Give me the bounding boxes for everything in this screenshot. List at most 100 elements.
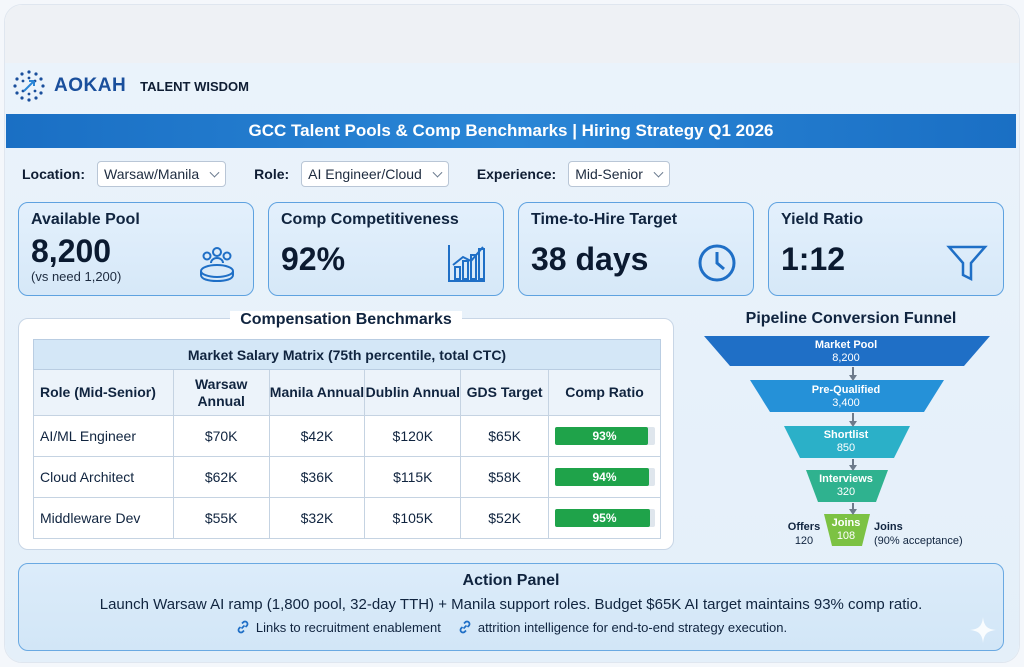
stage-value: 3,400 <box>832 397 860 409</box>
kpi-value: 1:12 <box>781 241 846 277</box>
funnel-arrow-stem <box>852 367 854 376</box>
funnel-shapes <box>704 336 990 546</box>
kpi-available-pool[interactable]: Available Pool 8,200 (vs need 1,200) <box>18 202 254 296</box>
comp-ratio-fill <box>554 427 648 445</box>
comp-ratio-fill <box>554 509 650 527</box>
comp-ratio-label: 95% <box>592 511 617 525</box>
kpi-value: 38 days <box>531 241 649 277</box>
dublin-cell: $105K <box>364 497 462 539</box>
table-row[interactable]: Cloud Architect $62K $36K $115K $58K 94% <box>33 456 661 498</box>
comp-ratio-cell: 95% <box>548 497 661 539</box>
action-panel: Action Panel Launch Warsaw AI ramp (1,80… <box>18 563 1004 651</box>
joins-annotation: Joins (90% acceptance) <box>874 520 963 548</box>
funnel-stage-joins-shape[interactable] <box>824 514 870 546</box>
funnel-arrow-stem <box>852 459 854 466</box>
table-row[interactable]: AI/ML Engineer $70K $42K $120K $65K 93% <box>33 415 661 457</box>
stage-name: Pre-Qualified <box>811 384 881 396</box>
chevron-down-icon <box>432 167 443 178</box>
chevron-down-icon <box>209 167 220 178</box>
stage-name: Interviews <box>819 473 873 485</box>
role-select[interactable]: AI Engineer/Cloud <box>301 161 449 187</box>
funnel-stage-pre-qualified-shape[interactable] <box>750 380 944 412</box>
attrition-intelligence-link[interactable]: attrition intelligence for end-to-end st… <box>457 619 787 635</box>
column-header: Warsaw Annual <box>172 369 270 416</box>
column-header: GDS Target <box>460 369 550 416</box>
arrow-down-icon <box>849 421 857 427</box>
kpi-comp-competitiveness[interactable]: Comp Competitiveness 92% <box>268 202 504 296</box>
warsaw-cell: $70K <box>172 415 270 457</box>
funnel-stage-market-pool-shape[interactable] <box>704 336 990 366</box>
comp-ratio-cell: 93% <box>548 415 661 457</box>
arrow-down-icon <box>849 509 857 515</box>
column-header: Manila Annual <box>268 369 366 416</box>
sparkle-icon <box>970 617 996 643</box>
action-panel-text: Launch Warsaw AI ramp (1,800 pool, 32-da… <box>99 596 923 613</box>
comp-ratio-fill <box>554 468 649 486</box>
comp-ratio-label: 93% <box>592 429 617 443</box>
brand-subtitle: TALENT WISDOM <box>140 78 249 94</box>
action-panel-title: Action Panel <box>462 572 560 589</box>
action-links: Links to recruitment enablement attritio… <box>19 619 1003 635</box>
stage-name: Shortlist <box>823 429 869 441</box>
recruitment-enablement-link[interactable]: Links to recruitment enablement <box>235 619 441 635</box>
comp-ratio-bar: 94% <box>554 468 655 486</box>
funnel-stage-shortlist: Shortlist 850 <box>806 427 886 457</box>
table-row[interactable]: Middleware Dev $55K $32K $105K $52K 95% <box>33 497 661 539</box>
gds-cell: $52K <box>460 497 550 539</box>
people-group-icon <box>200 247 234 283</box>
offers-annotation: Offers 120 <box>786 520 822 548</box>
funnel-stage-joins: Joins 108 <box>826 515 866 545</box>
kpi-subtext: (vs need 1,200) <box>31 269 122 284</box>
bar-chart-icon <box>448 245 485 282</box>
funnel-arrow-stem <box>852 503 854 510</box>
filter-icon <box>946 245 988 282</box>
arrow-down-icon <box>849 465 857 471</box>
location-select[interactable]: Warsaw/Manila <box>97 161 227 187</box>
stage-name: Joins <box>831 517 861 529</box>
top-strip <box>5 5 1019 63</box>
link-label: attrition intelligence for end-to-end st… <box>477 619 788 635</box>
funnel-stage-market-pool: Market Pool 8,200 <box>766 338 926 366</box>
brand-dots-icon <box>13 70 45 102</box>
brand-logo[interactable]: AOKAH TALENT WISDOM <box>12 68 249 104</box>
link-label: Links to recruitment enablement <box>255 619 441 635</box>
link-icon <box>237 620 249 634</box>
gds-cell: $58K <box>460 456 550 498</box>
warsaw-cell: $55K <box>172 497 270 539</box>
comp-ratio-bar: 93% <box>554 427 655 445</box>
chevron-down-icon <box>653 167 664 178</box>
comp-benchmarks-card: Compensation Benchmarks Market Salary Ma… <box>18 311 674 550</box>
manila-cell: $32K <box>268 497 366 539</box>
table-header-row: Role (Mid-Senior) Warsaw Annual Manila A… <box>33 369 661 416</box>
funnel-stage-pre-qualified: Pre-Qualified 3,400 <box>786 382 906 412</box>
location-label: Location: <box>22 166 85 182</box>
column-header: Dublin Annual <box>364 369 462 416</box>
offers-label: Offers <box>787 521 821 533</box>
salary-matrix-table: Market Salary Matrix (75th percentile, t… <box>33 339 661 539</box>
gds-cell: $65K <box>460 415 550 457</box>
kpi-title: Time-to-Hire Target <box>531 211 678 228</box>
comp-ratio-label: 94% <box>592 470 617 484</box>
column-header: Comp Ratio <box>548 369 661 416</box>
arrow-down-icon <box>849 375 857 381</box>
column-header: Role (Mid-Senior) <box>33 369 174 416</box>
comp-benchmarks-title: Compensation Benchmarks <box>19 311 673 329</box>
kpi-value: 92% <box>281 241 346 277</box>
stage-value: 320 <box>836 486 856 498</box>
page-title: GCC Talent Pools & Comp Benchmarks | Hir… <box>6 114 1016 148</box>
funnel-title: Pipeline Conversion Funnel <box>745 310 957 327</box>
comp-ratio-cell: 94% <box>548 456 661 498</box>
funnel-stage-shortlist-shape[interactable] <box>784 426 910 458</box>
experience-select[interactable]: Mid-Senior <box>568 161 670 187</box>
comp-benchmarks-title-text: Compensation Benchmarks <box>230 311 462 328</box>
location-value: Warsaw/Manila <box>104 166 200 182</box>
kpi-yield-ratio[interactable]: Yield Ratio 1:12 <box>768 202 1004 296</box>
kpi-title: Available Pool <box>31 211 140 228</box>
link-icon <box>459 620 471 634</box>
funnel-stage-interviews-shape[interactable] <box>806 470 888 502</box>
manila-cell: $42K <box>268 415 366 457</box>
kpi-value: 8,200 <box>31 233 112 269</box>
kpi-time-to-hire[interactable]: Time-to-Hire Target 38 days <box>518 202 754 296</box>
stage-value: 850 <box>836 442 856 454</box>
role-cell: AI/ML Engineer <box>33 415 174 457</box>
